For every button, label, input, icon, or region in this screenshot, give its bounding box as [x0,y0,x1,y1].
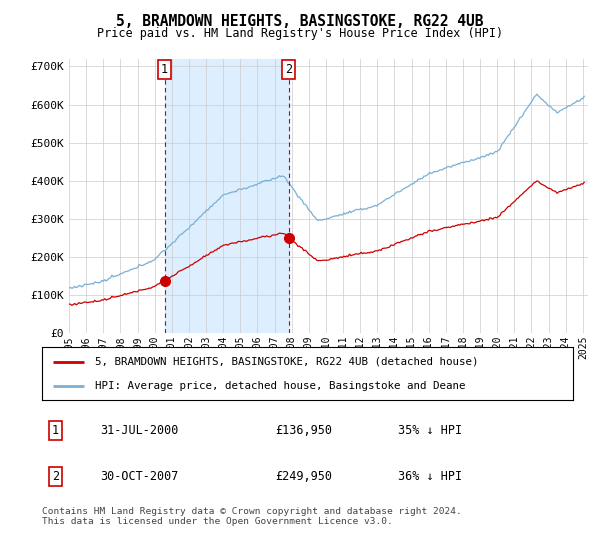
Text: 2: 2 [52,470,59,483]
Text: 2: 2 [285,63,292,76]
Text: 5, BRAMDOWN HEIGHTS, BASINGSTOKE, RG22 4UB (detached house): 5, BRAMDOWN HEIGHTS, BASINGSTOKE, RG22 4… [95,357,479,367]
Text: 1: 1 [52,423,59,437]
Text: 36% ↓ HPI: 36% ↓ HPI [398,470,462,483]
Text: 5, BRAMDOWN HEIGHTS, BASINGSTOKE, RG22 4UB: 5, BRAMDOWN HEIGHTS, BASINGSTOKE, RG22 4… [116,14,484,29]
Text: Price paid vs. HM Land Registry's House Price Index (HPI): Price paid vs. HM Land Registry's House … [97,27,503,40]
Bar [164,59,289,333]
Text: 35% ↓ HPI: 35% ↓ HPI [398,423,462,437]
Text: HPI: Average price, detached house, Basingstoke and Deane: HPI: Average price, detached house, Basi… [95,381,466,391]
Text: 31-JUL-2000: 31-JUL-2000 [100,423,179,437]
Text: Contains HM Land Registry data © Crown copyright and database right 2024.
This d: Contains HM Land Registry data © Crown c… [42,507,462,526]
Text: 1: 1 [161,63,168,76]
Text: £249,950: £249,950 [275,470,332,483]
Text: £136,950: £136,950 [275,423,332,437]
Text: 30-OCT-2007: 30-OCT-2007 [100,470,179,483]
